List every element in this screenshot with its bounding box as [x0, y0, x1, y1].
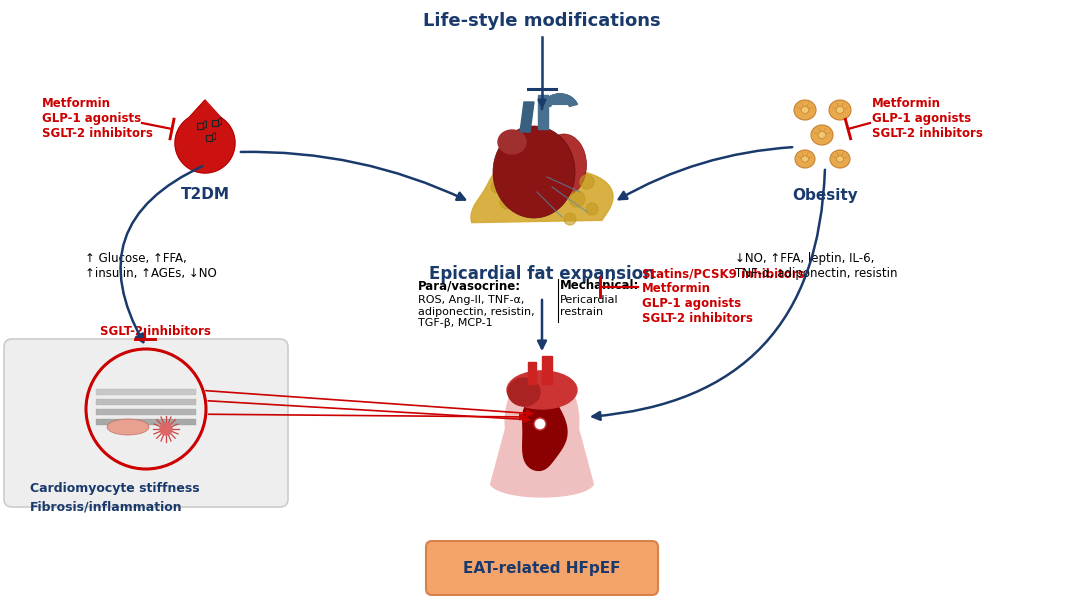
- Polygon shape: [542, 356, 552, 384]
- Polygon shape: [528, 362, 535, 384]
- Text: Cardiomyocyte stiffness: Cardiomyocyte stiffness: [30, 482, 199, 495]
- Circle shape: [580, 175, 594, 189]
- Text: ROS, Ang-II, TNF-α,
adiponectin, resistin,
TGF-β, MCP-1: ROS, Ang-II, TNF-α, adiponectin, resisti…: [418, 295, 534, 328]
- Ellipse shape: [830, 150, 850, 168]
- Circle shape: [564, 213, 576, 225]
- Polygon shape: [175, 100, 235, 173]
- Circle shape: [491, 181, 503, 193]
- Polygon shape: [96, 388, 196, 395]
- Text: Life-style modifications: Life-style modifications: [423, 12, 661, 30]
- FancyBboxPatch shape: [426, 541, 658, 595]
- Ellipse shape: [811, 125, 833, 145]
- Polygon shape: [96, 399, 196, 405]
- Text: EAT-related HFpEF: EAT-related HFpEF: [463, 560, 621, 575]
- Text: Para/vasocrine:: Para/vasocrine:: [418, 279, 521, 292]
- Ellipse shape: [542, 134, 586, 196]
- Circle shape: [534, 418, 546, 430]
- Ellipse shape: [107, 419, 149, 435]
- Text: Statins/PCSK9 inhibitors
Metformin
GLP-1 agonists
SGLT-2 inhibitors: Statins/PCSK9 inhibitors Metformin GLP-1…: [642, 267, 804, 325]
- Polygon shape: [520, 102, 534, 132]
- Ellipse shape: [837, 156, 843, 162]
- Text: Epicardial fat expansion: Epicardial fat expansion: [429, 265, 655, 283]
- Ellipse shape: [801, 106, 809, 114]
- Polygon shape: [470, 158, 614, 223]
- Circle shape: [569, 191, 585, 207]
- Text: ↓NO, ↑FFA, leptin, IL-6,
TNF-α, adiponectin, resistin: ↓NO, ↑FFA, leptin, IL-6, TNF-α, adiponec…: [735, 252, 898, 280]
- Ellipse shape: [498, 130, 526, 154]
- Ellipse shape: [818, 132, 826, 138]
- Text: Fibrosis/inflammation: Fibrosis/inflammation: [30, 500, 182, 513]
- Text: Obesity: Obesity: [792, 188, 857, 203]
- Text: ↑ Glucose, ↑FFA,
↑insulin, ↑AGEs, ↓NO: ↑ Glucose, ↑FFA, ↑insulin, ↑AGEs, ↓NO: [85, 252, 217, 280]
- Ellipse shape: [493, 126, 575, 218]
- Text: T2DM: T2DM: [181, 187, 230, 202]
- Polygon shape: [96, 409, 196, 415]
- Ellipse shape: [836, 106, 843, 114]
- Text: SGLT-2 inhibitors: SGLT-2 inhibitors: [100, 325, 211, 338]
- Ellipse shape: [795, 150, 815, 168]
- Text: Metformin
GLP-1 agonists
SGLT-2 inhibitors: Metformin GLP-1 agonists SGLT-2 inhibito…: [872, 97, 983, 140]
- Polygon shape: [522, 393, 567, 470]
- Polygon shape: [543, 94, 577, 106]
- Polygon shape: [96, 418, 196, 425]
- Ellipse shape: [829, 100, 851, 120]
- Ellipse shape: [793, 100, 816, 120]
- Ellipse shape: [508, 378, 540, 406]
- Polygon shape: [538, 95, 549, 129]
- Circle shape: [160, 423, 172, 435]
- Polygon shape: [491, 371, 593, 497]
- Text: Mechanical:: Mechanical:: [560, 279, 640, 292]
- Circle shape: [586, 203, 598, 215]
- Ellipse shape: [507, 371, 577, 409]
- Circle shape: [500, 195, 514, 209]
- FancyBboxPatch shape: [4, 339, 288, 507]
- Ellipse shape: [801, 156, 809, 162]
- Text: Metformin
GLP-1 agonists
SGLT-2 inhibitors: Metformin GLP-1 agonists SGLT-2 inhibito…: [42, 97, 153, 140]
- Text: Pericardial
restrain: Pericardial restrain: [560, 295, 619, 317]
